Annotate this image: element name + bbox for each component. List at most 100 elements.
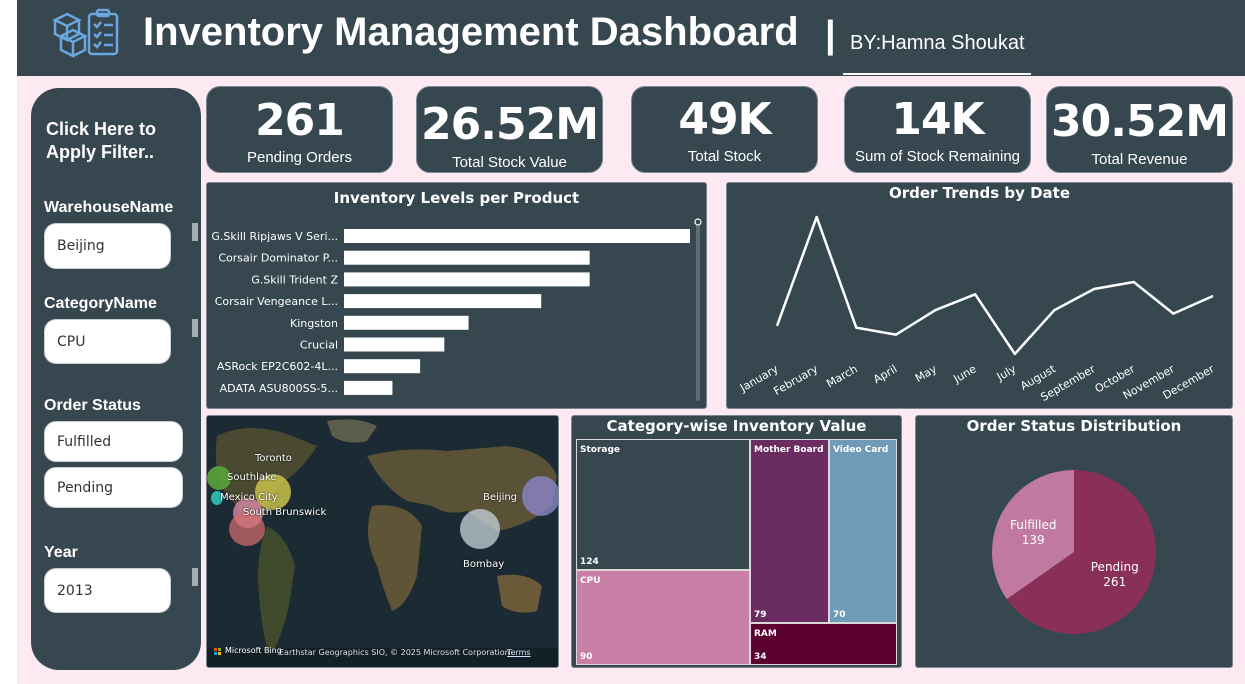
filter-heading-line2: Apply Filter..: [46, 142, 155, 162]
map-label-bombay: Bombay: [463, 559, 505, 570]
year-filter-label: Year: [44, 544, 78, 561]
chart-title: Inventory Levels per Product: [333, 189, 580, 207]
x-tick-label: April: [871, 362, 899, 386]
kpi-label: Sum of Stock Remaining: [854, 148, 1021, 165]
chart-title: Category-wise Inventory Value: [606, 417, 867, 435]
filter-panel: Click Here to Apply Filter.. WarehouseNa…: [31, 88, 201, 670]
inventory-levels-chart[interactable]: Inventory Levels per Product G.Skill Rip…: [206, 182, 707, 409]
bar[interactable]: [344, 380, 393, 395]
bar-chart-canvas: G.Skill Ripjaws V Seri... Corsair Dominat…: [211, 218, 702, 401]
map-label-mexico-city: Mexico City: [220, 492, 278, 503]
category-slicer[interactable]: CPU: [44, 319, 171, 364]
year-slicer[interactable]: 2013: [44, 568, 171, 613]
treemap-tile-ram[interactable]: RAM 34: [750, 623, 897, 665]
x-tick-label: May: [913, 362, 940, 385]
bar-category-label: ASRock EP2C602-4L...: [217, 360, 338, 373]
warehouse-slicer[interactable]: Beijing: [44, 223, 171, 269]
treemap-tile-mother-board[interactable]: Mother Board 79: [750, 439, 829, 623]
pie-slice[interactable]: [1006, 470, 1156, 634]
bar[interactable]: [344, 229, 690, 243]
map-bubble-toronto[interactable]: [207, 466, 231, 490]
map-label-beijing: Beijing: [483, 492, 518, 503]
kpi-total-stock-value: 26.52M Total Stock Value: [416, 86, 603, 173]
warehouse-map[interactable]: Toronto Southlake Mexico City South Brun…: [206, 415, 559, 668]
kpi-value: 49K: [678, 94, 771, 145]
filter-heading-line1: Click Here to: [46, 119, 157, 139]
kpi-value: 26.52M: [421, 99, 599, 150]
tile-value: 34: [754, 652, 767, 662]
treemap-tile-video-card[interactable]: Video Card 70: [829, 439, 897, 623]
chart-title: Order Status Distribution: [966, 417, 1182, 435]
kpi-label: Pending Orders: [246, 149, 353, 166]
order-status-pie-chart[interactable]: Order Status Distribution Pending 261 Fulf…: [915, 415, 1233, 668]
page-title: Inventory Management Dashboard: [143, 10, 799, 54]
treemap-tile-storage[interactable]: Storage 124: [576, 439, 750, 570]
x-tick-label: July: [994, 362, 1019, 384]
map-terms-link[interactable]: Terms: [507, 648, 531, 657]
bar[interactable]: [344, 337, 445, 352]
tile-value: 79: [754, 610, 767, 620]
kpi-total-stock: 49K Total Stock: [631, 86, 818, 173]
kpi-pending-orders: 261 Pending Orders: [206, 86, 393, 173]
map-bubble-mexico-city[interactable]: [255, 474, 291, 510]
bar[interactable]: [344, 272, 590, 287]
byline-underline: [843, 73, 1031, 75]
inventory-clipboard-icon: [52, 8, 119, 59]
map-bubble-mexico-city-2[interactable]: [229, 512, 265, 546]
bar-chart-scrollbar[interactable]: [696, 221, 700, 401]
category-slicer-scrollbar[interactable]: [192, 319, 198, 337]
pie-slice-label: Fulfilled: [1010, 518, 1056, 532]
chart-title: Order Trends by Date: [888, 184, 1071, 202]
treemap-tile-cpu[interactable]: CPU 90: [576, 570, 750, 665]
tile-name: RAM: [754, 629, 777, 639]
map-bubble-beijing[interactable]: [522, 476, 558, 516]
bar-category-label: ADATA ASU800SS-5...: [220, 382, 338, 395]
pie-slice-value: 261: [1103, 575, 1126, 589]
kpi-total-revenue: 30.52M Total Revenue: [1046, 86, 1233, 173]
tile-name: Mother Board: [754, 445, 824, 455]
map-bubble-bombay[interactable]: [460, 509, 500, 549]
pie-slice-label: Pending: [1091, 560, 1139, 574]
map-label-southlake: Southlake: [227, 472, 277, 483]
pie-slice[interactable]: [992, 470, 1074, 600]
world-map-background: [207, 416, 558, 667]
order-status-option-pending[interactable]: Pending: [44, 467, 183, 508]
map-bubble-southlake[interactable]: [211, 491, 223, 505]
map-brand: Microsoft Bing: [225, 646, 282, 655]
x-tick-label: February: [771, 362, 820, 398]
year-slicer-scrollbar[interactable]: [192, 568, 198, 586]
warehouse-filter-label: WarehouseName: [44, 199, 174, 216]
bar[interactable]: [344, 359, 421, 374]
author-byline: BY:Hamna Shoukat: [850, 32, 1025, 54]
bar[interactable]: [344, 250, 590, 265]
kpi-label: Total Stock: [687, 148, 762, 165]
map-label-south-brunswick: South Brunswick: [243, 507, 327, 518]
header-bar: Inventory Management Dashboard | BY:Hamn…: [17, 0, 1245, 76]
map-label-toronto: Toronto: [255, 453, 292, 464]
kpi-value: 14K: [891, 94, 984, 145]
kpi-label: Total Stock Value: [452, 154, 567, 171]
bar-category-label: Corsair Vengeance L...: [215, 295, 338, 308]
bar[interactable]: [344, 294, 542, 309]
kpi-value: 30.52M: [1051, 96, 1229, 147]
scroll-handle-icon[interactable]: [694, 218, 702, 226]
bar[interactable]: [344, 315, 469, 330]
order-trends-chart[interactable]: Order Trends by Date January February Marc…: [726, 182, 1233, 409]
map-attribution: Earthstar Geographics SIO, © 2025 Micros…: [279, 648, 510, 657]
x-tick-label: June: [951, 362, 979, 386]
category-inventory-treemap[interactable]: Category-wise Inventory Value Storage 12…: [571, 415, 902, 668]
pie-slice-value: 139: [1022, 533, 1045, 547]
tile-name: Video Card: [833, 445, 889, 455]
kpi-value: 261: [255, 95, 345, 146]
bar-category-label: Kingston: [290, 317, 338, 330]
treemap-area: Storage 124 CPU 90 Mother Board 79 Video…: [576, 439, 897, 665]
kpi-stock-remaining: 14K Sum of Stock Remaining: [844, 86, 1031, 173]
order-status-option-fulfilled[interactable]: Fulfilled: [44, 421, 183, 462]
series-line[interactable]: [775, 215, 1214, 356]
microsoft-logo-icon: [214, 648, 222, 656]
warehouse-slicer-scrollbar[interactable]: [192, 223, 198, 241]
category-filter-label: CategoryName: [44, 295, 157, 312]
tile-name: Storage: [580, 445, 621, 455]
